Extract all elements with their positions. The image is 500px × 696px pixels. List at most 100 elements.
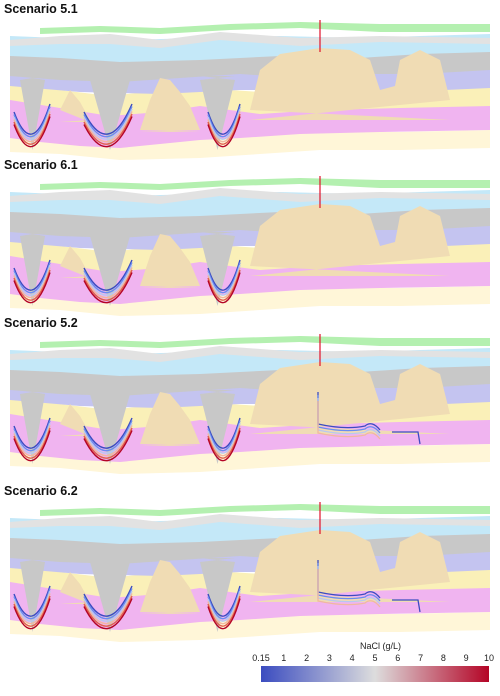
- tan-uplift-mid: [140, 560, 200, 614]
- plume-curve: [13, 420, 51, 452]
- plume-curve: [83, 272, 133, 304]
- plume-curve: [207, 267, 241, 299]
- basin-2: [90, 232, 130, 306]
- plume-curve: [83, 259, 133, 291]
- plume-curve: [13, 595, 51, 627]
- plume-curve: [207, 111, 241, 143]
- tan-uplift-left: [60, 246, 90, 278]
- plume-curve: [207, 259, 241, 291]
- plume-curve: [83, 585, 133, 617]
- scenario-title: Scenario 6.1: [4, 158, 78, 172]
- basin-3: [200, 76, 235, 150]
- plume-curve: [13, 427, 51, 459]
- colorbar-gradient: [261, 666, 489, 682]
- lightgray-streak: [10, 188, 490, 204]
- tan-uplift-main: [250, 48, 450, 120]
- tan-uplift-mid: [140, 234, 200, 288]
- cross-section: [10, 334, 490, 474]
- lightgray-streak: [10, 32, 490, 48]
- plume-curve: [83, 420, 133, 452]
- plume-curve: [13, 264, 51, 296]
- plume-curve: [207, 108, 241, 140]
- colorbar-title: NaCl (g/L): [360, 641, 402, 651]
- colorbar-tick-label: 2: [304, 653, 310, 663]
- plume-curve: [83, 590, 133, 622]
- cream-layer: [10, 286, 490, 316]
- colorbar-tick-label: 10: [483, 653, 495, 663]
- plume-curve: [83, 417, 133, 449]
- plume-curve: [83, 267, 133, 299]
- plume-curve: [13, 417, 51, 449]
- scenario-title: Scenario 5.1: [4, 2, 78, 16]
- dome-plume-curve: [317, 569, 381, 608]
- tan-uplift-mid: [140, 78, 200, 132]
- plume-curve: [83, 264, 133, 296]
- lightgray-streak: [10, 346, 490, 362]
- plume-curve: [207, 595, 241, 627]
- plume-curve: [207, 593, 241, 625]
- plume-curve: [207, 262, 241, 294]
- dome-plume-curve: [317, 401, 381, 440]
- basin-1: [20, 76, 45, 150]
- plume-curve: [207, 588, 241, 620]
- plume-curve: [13, 422, 51, 454]
- plume-curve: [13, 103, 51, 135]
- colorbar-tick-label: 7: [418, 653, 424, 663]
- colorbar-tick-label: 9: [463, 653, 469, 663]
- colorbar-ticks: 0.15 1 2 3 4 5 6 7 8 9 10: [250, 653, 500, 667]
- plume-curve: [13, 113, 51, 145]
- green-layer: [40, 178, 490, 190]
- plume-curve: [207, 113, 241, 145]
- colorbar-tick-label: 0.15: [252, 653, 270, 663]
- colorbar-tick-label: 6: [395, 653, 401, 663]
- plume-curve: [13, 262, 51, 294]
- scenario-title: Scenario 5.2: [4, 316, 78, 330]
- cream-layer: [10, 444, 490, 474]
- plume-curve: [207, 269, 241, 301]
- plume-curve: [13, 585, 51, 617]
- dome-plume-curve: [317, 392, 381, 431]
- plume-curve: [83, 116, 133, 148]
- plume-curve: [207, 427, 241, 459]
- plume-curve: [207, 422, 241, 454]
- plume-curve: [83, 106, 133, 138]
- dome-plume-tail: [392, 599, 421, 613]
- plume-curve: [83, 269, 133, 301]
- plume-curve: [13, 598, 51, 630]
- cross-section: [10, 502, 490, 642]
- plume-curve: [13, 272, 51, 304]
- dome-plume-curve: [317, 398, 381, 437]
- dome-plume-curve: [317, 395, 381, 434]
- plume-curve: [13, 588, 51, 620]
- tan-uplift-left: [60, 404, 90, 436]
- plume-curve: [207, 264, 241, 296]
- basin-3: [200, 390, 235, 464]
- basin-1: [20, 232, 45, 306]
- tan-uplift-left: [60, 90, 90, 122]
- plume-curve: [13, 425, 51, 457]
- plume-curve: [13, 106, 51, 138]
- scenario-title: Scenario 6.2: [4, 484, 78, 498]
- plume-curve: [83, 598, 133, 630]
- plume-curve: [207, 103, 241, 135]
- basin-1: [20, 390, 45, 464]
- plume-curve: [83, 262, 133, 294]
- tan-uplift-main: [250, 204, 450, 276]
- plume-curve: [83, 595, 133, 627]
- tan-uplift-main: [250, 362, 450, 434]
- plume-curve: [13, 111, 51, 143]
- plume-curve: [207, 420, 241, 452]
- plume-curve: [13, 430, 51, 462]
- cross-section: [10, 20, 490, 160]
- dome-plume-curve: [317, 566, 381, 605]
- plume-curve: [83, 593, 133, 625]
- plume-curve: [83, 103, 133, 135]
- basin-1: [20, 558, 45, 632]
- plume-curve: [83, 588, 133, 620]
- colorbar-tick-label: 3: [326, 653, 332, 663]
- plume-curve: [83, 430, 133, 462]
- plume-curve: [13, 590, 51, 622]
- plume-curve: [207, 590, 241, 622]
- plume-curve: [13, 267, 51, 299]
- green-layer: [40, 22, 490, 34]
